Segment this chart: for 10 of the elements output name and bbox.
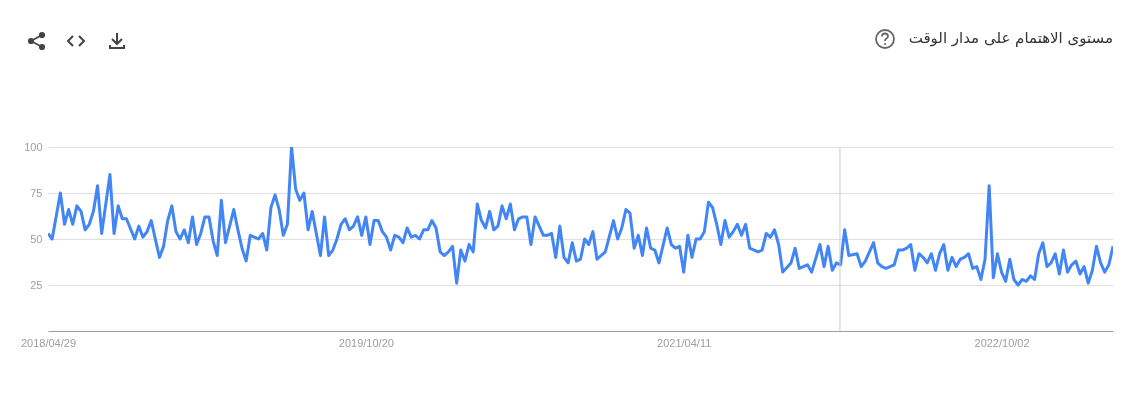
line-series bbox=[48, 147, 1113, 287]
x-tick-label: 2022/10/02 bbox=[974, 336, 1030, 349]
chart-title: مستوى الاهتمام على مدار الوقت bbox=[908, 29, 1113, 47]
y-tick-label: 50 bbox=[30, 232, 43, 245]
y-tick-label: 100 bbox=[24, 140, 43, 153]
y-tick-label: 25 bbox=[30, 278, 43, 291]
x-tick-label: 2021/04/11 bbox=[657, 336, 712, 349]
y-tick-label: 75 bbox=[30, 186, 43, 199]
x-tick-label: 2019/10/20 bbox=[338, 336, 394, 349]
x-tick-label: 2018/04/29 bbox=[20, 336, 77, 349]
